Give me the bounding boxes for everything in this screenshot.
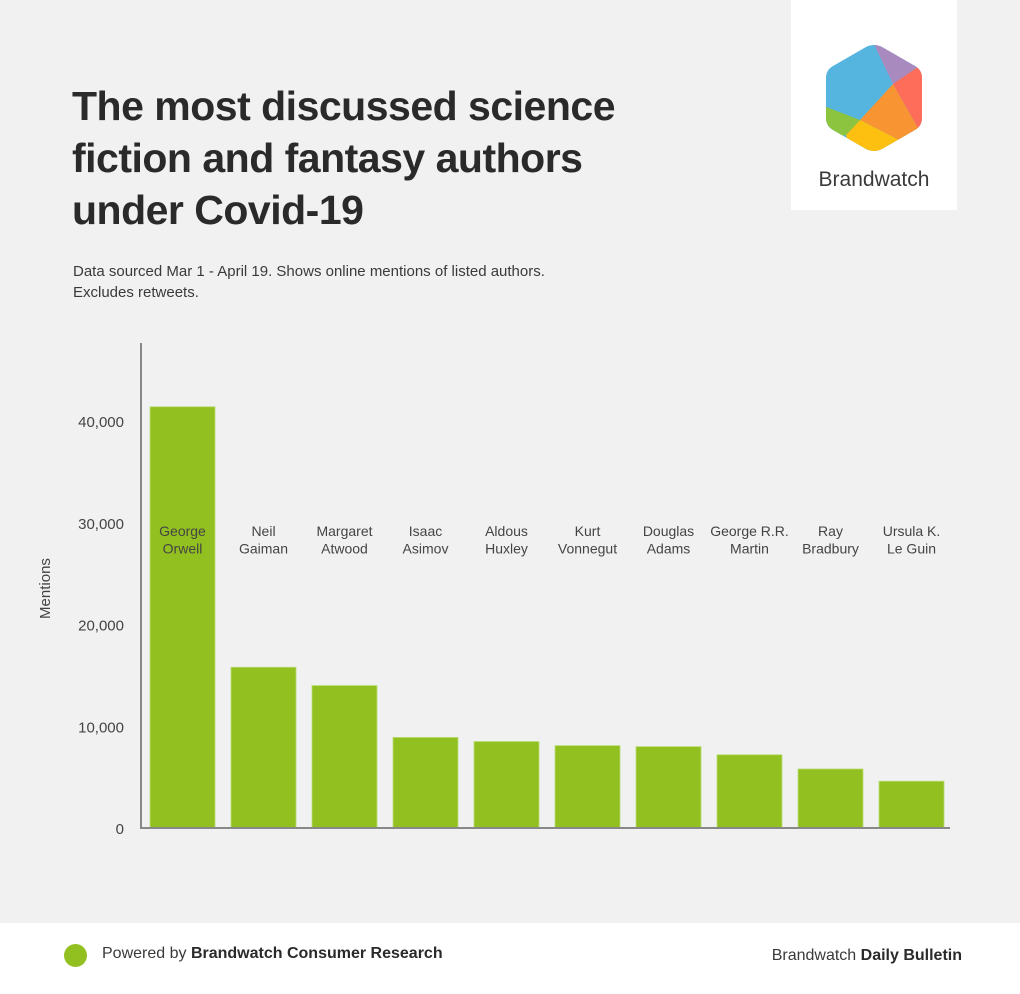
x-tick-label: Le Guin <box>887 541 936 557</box>
bar <box>149 406 216 829</box>
subtitle-line-2: Excludes retweets. <box>73 284 199 301</box>
x-tick-label: Vonnegut <box>558 541 617 557</box>
bar <box>392 737 459 829</box>
bar-chart: 0 10,000 20,000 30,000 40,000 Mentions Georg… <box>37 343 950 838</box>
title-line-1: The most discussed science <box>72 83 616 129</box>
x-tick-label: Orwell <box>163 541 203 557</box>
x-tick-label: Ursula K. <box>883 523 941 539</box>
x-tick-label: Neil <box>251 523 275 539</box>
title-line-3: under Covid-19 <box>72 187 364 233</box>
x-tick-label: Huxley <box>485 541 528 557</box>
subtitle-line-1: Data sourced Mar 1 - April 19. Shows onl… <box>73 263 545 280</box>
logo-segment-orange <box>860 84 919 140</box>
bar <box>473 741 540 829</box>
bar <box>878 780 945 829</box>
x-tick-label: Ray <box>818 523 843 539</box>
x-tick-label: Asimov <box>403 541 449 557</box>
bar <box>554 745 621 829</box>
footer: Powered by Brandwatch Consumer Research … <box>0 923 1020 994</box>
x-tick-label: Douglas <box>643 523 694 539</box>
x-tick-label: George <box>159 523 206 539</box>
x-tick-label: Gaiman <box>239 541 288 557</box>
chart-subtitle: Data sourced Mar 1 - April 19. Shows onl… <box>73 261 693 303</box>
x-tick-label: Bradbury <box>802 541 859 557</box>
brandwatch-logo-card: Brandwatch <box>791 0 957 210</box>
x-tick-label: Kurt <box>575 523 601 539</box>
bar <box>635 746 702 829</box>
x-tick-label: George R.R. <box>710 523 789 539</box>
green-dot-icon <box>64 944 87 967</box>
y-tick-label: 40,000 <box>78 414 124 431</box>
x-tick-label: Atwood <box>321 541 368 557</box>
daily-bulletin-bold: Daily Bulletin <box>860 947 962 964</box>
y-axis-label: Mentions <box>37 558 54 619</box>
y-tick-label: 30,000 <box>78 516 124 533</box>
x-tick-label: Isaac <box>409 523 442 539</box>
x-tick-label: Margaret <box>316 523 372 539</box>
bar <box>716 754 783 829</box>
powered-by-prefix: Powered by <box>102 945 187 962</box>
bar <box>797 768 864 829</box>
y-tick-label: 0 <box>116 821 124 838</box>
bar <box>230 666 297 829</box>
logo-segment-red <box>893 58 922 140</box>
chart-title: The most discussed science fiction and f… <box>72 80 672 236</box>
x-tick-label: Aldous <box>485 523 528 539</box>
y-tick-label: 20,000 <box>78 618 124 635</box>
brandwatch-hexagon-logo-icon <box>826 45 922 151</box>
powered-by-text: Powered by Brandwatch Consumer Research <box>102 945 443 963</box>
powered-by-brand: Brandwatch Consumer Research <box>190 945 443 962</box>
brandwatch-logo-text: Brandwatch <box>818 168 930 191</box>
bar <box>311 685 378 829</box>
y-tick-label: 10,000 <box>78 719 124 736</box>
x-tick-label: Adams <box>647 541 691 557</box>
daily-bulletin-prefix: Brandwatch <box>771 947 857 964</box>
daily-bulletin-text: Brandwatch Daily Bulletin <box>772 947 962 965</box>
x-tick-label: Martin <box>730 541 769 557</box>
title-line-2: fiction and fantasy authors <box>72 135 583 181</box>
